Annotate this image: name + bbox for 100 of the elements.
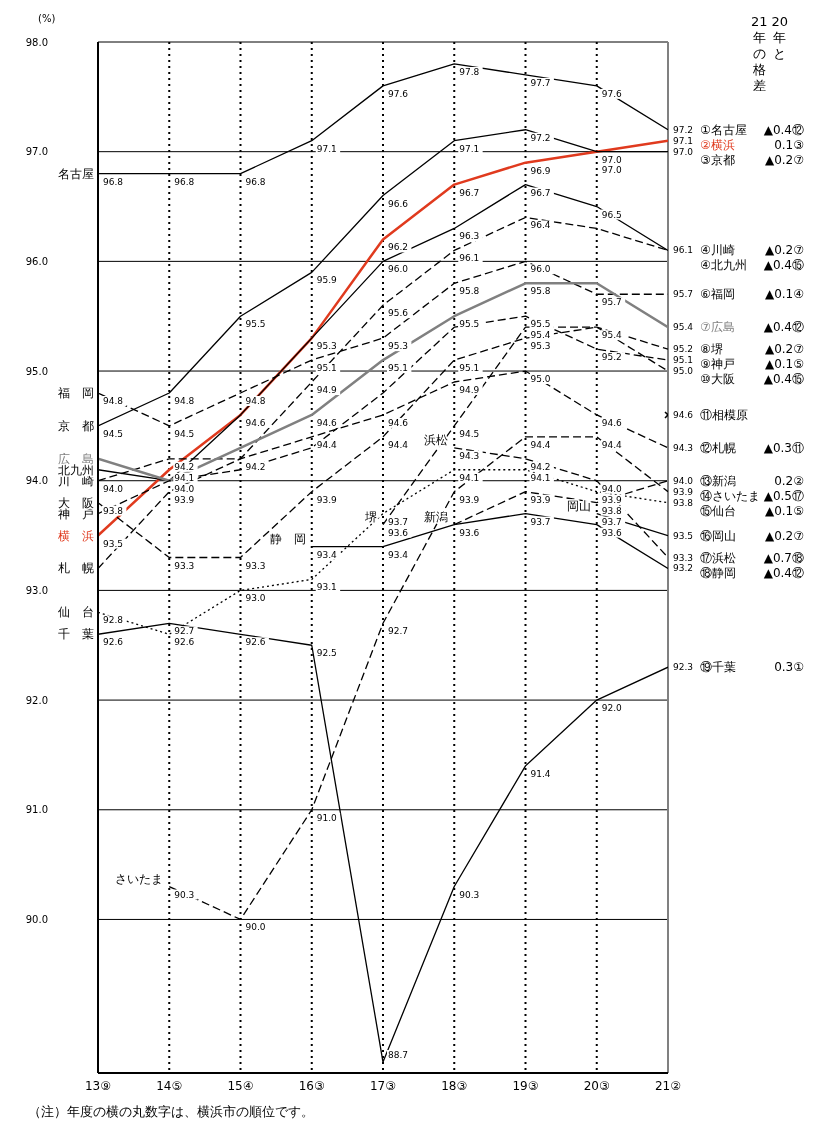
data-label: 94.5 [459,428,480,439]
data-label: 97.6 [388,88,409,99]
text: ⑲千葉 0.3① [700,660,804,675]
data-label: 91.0 [316,812,338,823]
data-label: 96.7 [459,187,480,198]
x-tick-label: 21② [654,1078,682,1093]
data-label: 92.6 [174,637,195,648]
series-label: 堺 [364,509,377,524]
data-label: 93.9 [174,494,195,505]
data-label: 94.1 [459,472,480,483]
data-label: 94.6 [316,417,338,428]
data-label: 93.9 [601,494,623,505]
data-label: 95.7 [601,297,622,308]
data-label: 94.8 [103,395,124,406]
data-label: 97.8 [459,66,480,77]
data-label: 88.7 [388,1050,409,1061]
data-label: 93.3 [673,552,694,563]
data-label: 97.2 [530,132,551,143]
text: ⑮仙台 ▲0.1⑤ [700,503,804,518]
data-label: 94.4 [601,439,623,450]
x-tick-label: 16③ [298,1078,325,1093]
x-tick-label: 15④ [227,1078,254,1093]
data-label: 93.6 [388,527,409,538]
data-label: 93.3 [245,560,266,571]
text: ⑫札幌 ▲0.3⑪ [700,440,804,455]
text: ②横浜 0.1③ [700,137,804,152]
data-label: 94.2 [245,461,266,472]
y-tick-label: 91.0 [25,804,48,816]
data-label: 95.1 [459,363,480,374]
data-label: 93.7 [388,516,409,527]
data-label: 94.1 [174,472,195,483]
text: ⑨神戸 ▲0.1⑤ [700,357,804,372]
data-label: 93.8 [103,505,124,516]
data-label: 92.0 [601,703,623,714]
text: ③京都 ▲0.2⑦ [700,152,804,167]
data-label: 93.9 [459,494,480,505]
series-label: 浜松 [424,432,449,447]
data-label: 95.7 [673,289,694,300]
data-label: 95.4 [673,322,694,333]
data-label: 90.3 [459,889,480,900]
data-label: 96.1 [459,253,480,264]
text: ①名古屋 ▲0.4⑫ [700,122,804,137]
data-label: 94.0 [601,483,623,494]
text: ⑰浜松 ▲0.7⑱ [700,550,804,565]
data-label: 97.0 [601,154,623,165]
data-label: 94.4 [388,439,409,450]
series-label: 仙 台 [58,605,94,620]
text: ⑬新潟 0.2② [700,473,804,488]
data-label: 95.3 [388,341,409,352]
data-label: 93.8 [601,505,623,516]
data-label: 95.5 [530,319,551,330]
data-label: 96.6 [388,198,409,209]
data-label: 96.0 [388,264,409,275]
text: ⑥福岡 ▲0.1④ [700,287,804,302]
data-label: 94.3 [673,442,694,453]
data-label: 97.6 [601,88,623,99]
text: ⑩大阪 ▲0.4⑮ [700,372,804,387]
data-label: 97.0 [601,164,623,175]
data-label: 95.2 [673,344,694,355]
x-tick-label: 13⑨ [84,1078,112,1093]
series-label: さいたま [115,871,164,886]
data-label: 96.0 [530,264,551,275]
text: ④川崎 ▲0.2⑦ [700,243,804,258]
data-label: 95.1 [673,355,694,366]
data-label: 94.1 [530,472,551,483]
data-label: 94.9 [459,385,480,396]
data-label: 95.1 [388,363,409,374]
series-label: 名古屋 [58,166,94,181]
data-label: 94.3 [459,450,480,461]
data-label: 94.5 [174,428,195,439]
data-label: 92.6 [245,637,266,648]
data-label: 93.3 [174,560,195,571]
data-label: 96.1 [673,245,694,256]
data-label: 96.8 [174,176,195,187]
x-tick-label: 14⑤ [156,1078,183,1093]
data-label: 95.6 [388,308,409,319]
series-label: 京 都 [58,418,94,433]
data-label: 94.4 [530,439,551,450]
data-label: 95.5 [459,319,480,330]
data-label: 93.6 [601,527,623,538]
data-label: 95.8 [530,286,551,297]
data-label: 94.6 [673,409,694,420]
data-label: 94.8 [245,395,266,406]
data-label: 97.0 [673,146,694,157]
data-label: 96.3 [459,231,480,242]
data-label: 96.5 [601,209,622,220]
y-tick-label: 96.0 [25,255,48,267]
data-label: 92.5 [316,648,337,659]
data-label: 95.0 [673,366,694,377]
data-label: 96.4 [530,220,551,231]
data-label: 93.5 [673,530,694,541]
data-label: 93.9 [673,486,694,497]
data-label: 92.8 [103,615,124,626]
data-label: 96.2 [388,242,409,253]
data-label: 95.2 [601,352,622,363]
data-label: 93.4 [316,549,338,560]
data-label: 94.6 [601,417,623,428]
y-tick-label: 92.0 [25,694,48,706]
data-label: 95.3 [316,341,337,352]
data-label: 93.5 [103,538,124,549]
